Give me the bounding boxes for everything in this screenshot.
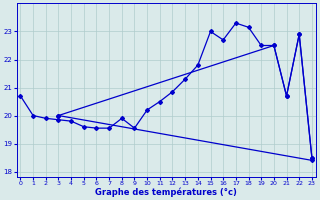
X-axis label: Graphe des températures (°c): Graphe des températures (°c) — [95, 187, 237, 197]
